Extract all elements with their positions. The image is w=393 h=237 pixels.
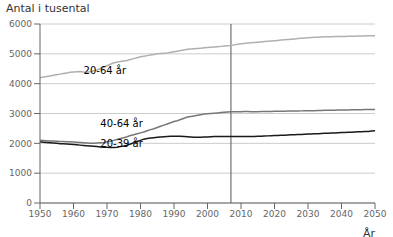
svg-text:1000: 1000 — [9, 168, 32, 178]
svg-text:1950: 1950 — [29, 209, 52, 219]
svg-text:2050: 2050 — [364, 209, 385, 219]
svg-text:40-64 år: 40-64 år — [100, 117, 143, 129]
svg-text:2020: 2020 — [263, 209, 286, 219]
svg-text:1980: 1980 — [129, 209, 152, 219]
html-text:Antal i tusental: Antal i tusental — [6, 2, 90, 15]
svg-text:1990: 1990 — [163, 209, 186, 219]
svg-text:0: 0 — [26, 198, 32, 208]
svg-text:3000: 3000 — [9, 109, 32, 119]
svg-text:6000: 6000 — [9, 19, 32, 29]
svg-text:1970: 1970 — [96, 209, 119, 219]
svg-text:1960: 1960 — [62, 209, 85, 219]
svg-text:5000: 5000 — [9, 49, 32, 59]
svg-text:2010: 2010 — [230, 209, 253, 219]
svg-text:2040: 2040 — [330, 209, 353, 219]
svg-text:4000: 4000 — [9, 79, 32, 89]
svg-text:År: År — [363, 227, 376, 237]
svg-text:2030: 2030 — [297, 209, 320, 219]
svg-text:2000: 2000 — [196, 209, 219, 219]
svg-text:20-39 år: 20-39 år — [100, 137, 143, 149]
svg-text:20-64 år: 20-64 år — [84, 64, 127, 76]
svg-text:2000: 2000 — [9, 139, 32, 149]
